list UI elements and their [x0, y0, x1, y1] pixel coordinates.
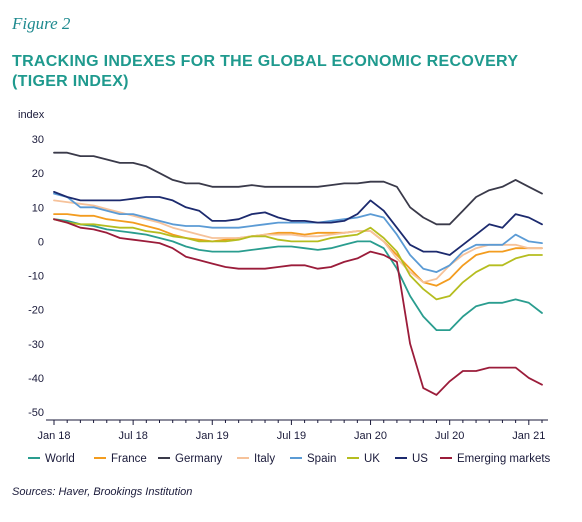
- x-tick-label: Jan 21: [512, 430, 545, 442]
- legend-label: US: [412, 453, 428, 465]
- series-line-germany: [53, 151, 543, 226]
- x-tick-label: Jul 20: [435, 430, 464, 442]
- y-tick-label: -40: [28, 373, 44, 385]
- series-line-uk: [53, 218, 543, 301]
- y-tick-label: -10: [28, 271, 44, 283]
- legend-label: Germany: [175, 453, 223, 465]
- figure-label: Figure 2: [12, 14, 71, 33]
- legend-label: UK: [364, 453, 380, 465]
- series-line-emerging-markets: [53, 218, 543, 396]
- y-axis-label: index: [18, 109, 45, 121]
- y-tick-label: 10: [32, 202, 44, 214]
- x-tick-label: Jan 20: [354, 430, 387, 442]
- source-note: Sources: Haver, Brookings Institution: [12, 486, 193, 498]
- x-tick-label: Jan 19: [196, 430, 229, 442]
- line-chart: index 30 20 10 0 -10 -20 -30 -40 -50 Jan 18 Jul 18…: [18, 109, 551, 465]
- series-line-italy: [53, 199, 543, 284]
- y-tick-label: -50: [28, 407, 44, 419]
- series-line-us: [53, 190, 543, 256]
- legend-label: Emerging markets: [457, 453, 551, 465]
- x-tick-label: Jul 19: [277, 430, 306, 442]
- x-tick-label: Jul 18: [118, 430, 147, 442]
- legend-label: Spain: [307, 453, 336, 465]
- series-line-world: [53, 218, 543, 332]
- series-line-spain: [53, 192, 543, 274]
- legend-label: Italy: [254, 453, 275, 465]
- legend-label: World: [45, 453, 75, 465]
- y-tick-label: 20: [32, 168, 44, 180]
- y-tick-label: -20: [28, 305, 44, 317]
- series-line-france: [53, 213, 543, 287]
- x-tick-label: Jan 18: [37, 430, 70, 442]
- y-tick-label: 0: [38, 236, 44, 248]
- y-tick-label: -30: [28, 339, 44, 351]
- legend-label: France: [111, 453, 147, 465]
- y-tick-label: 30: [32, 134, 44, 146]
- chart-title: TRACKING INDEXES FOR THE GLOBAL ECONOMIC…: [12, 53, 518, 90]
